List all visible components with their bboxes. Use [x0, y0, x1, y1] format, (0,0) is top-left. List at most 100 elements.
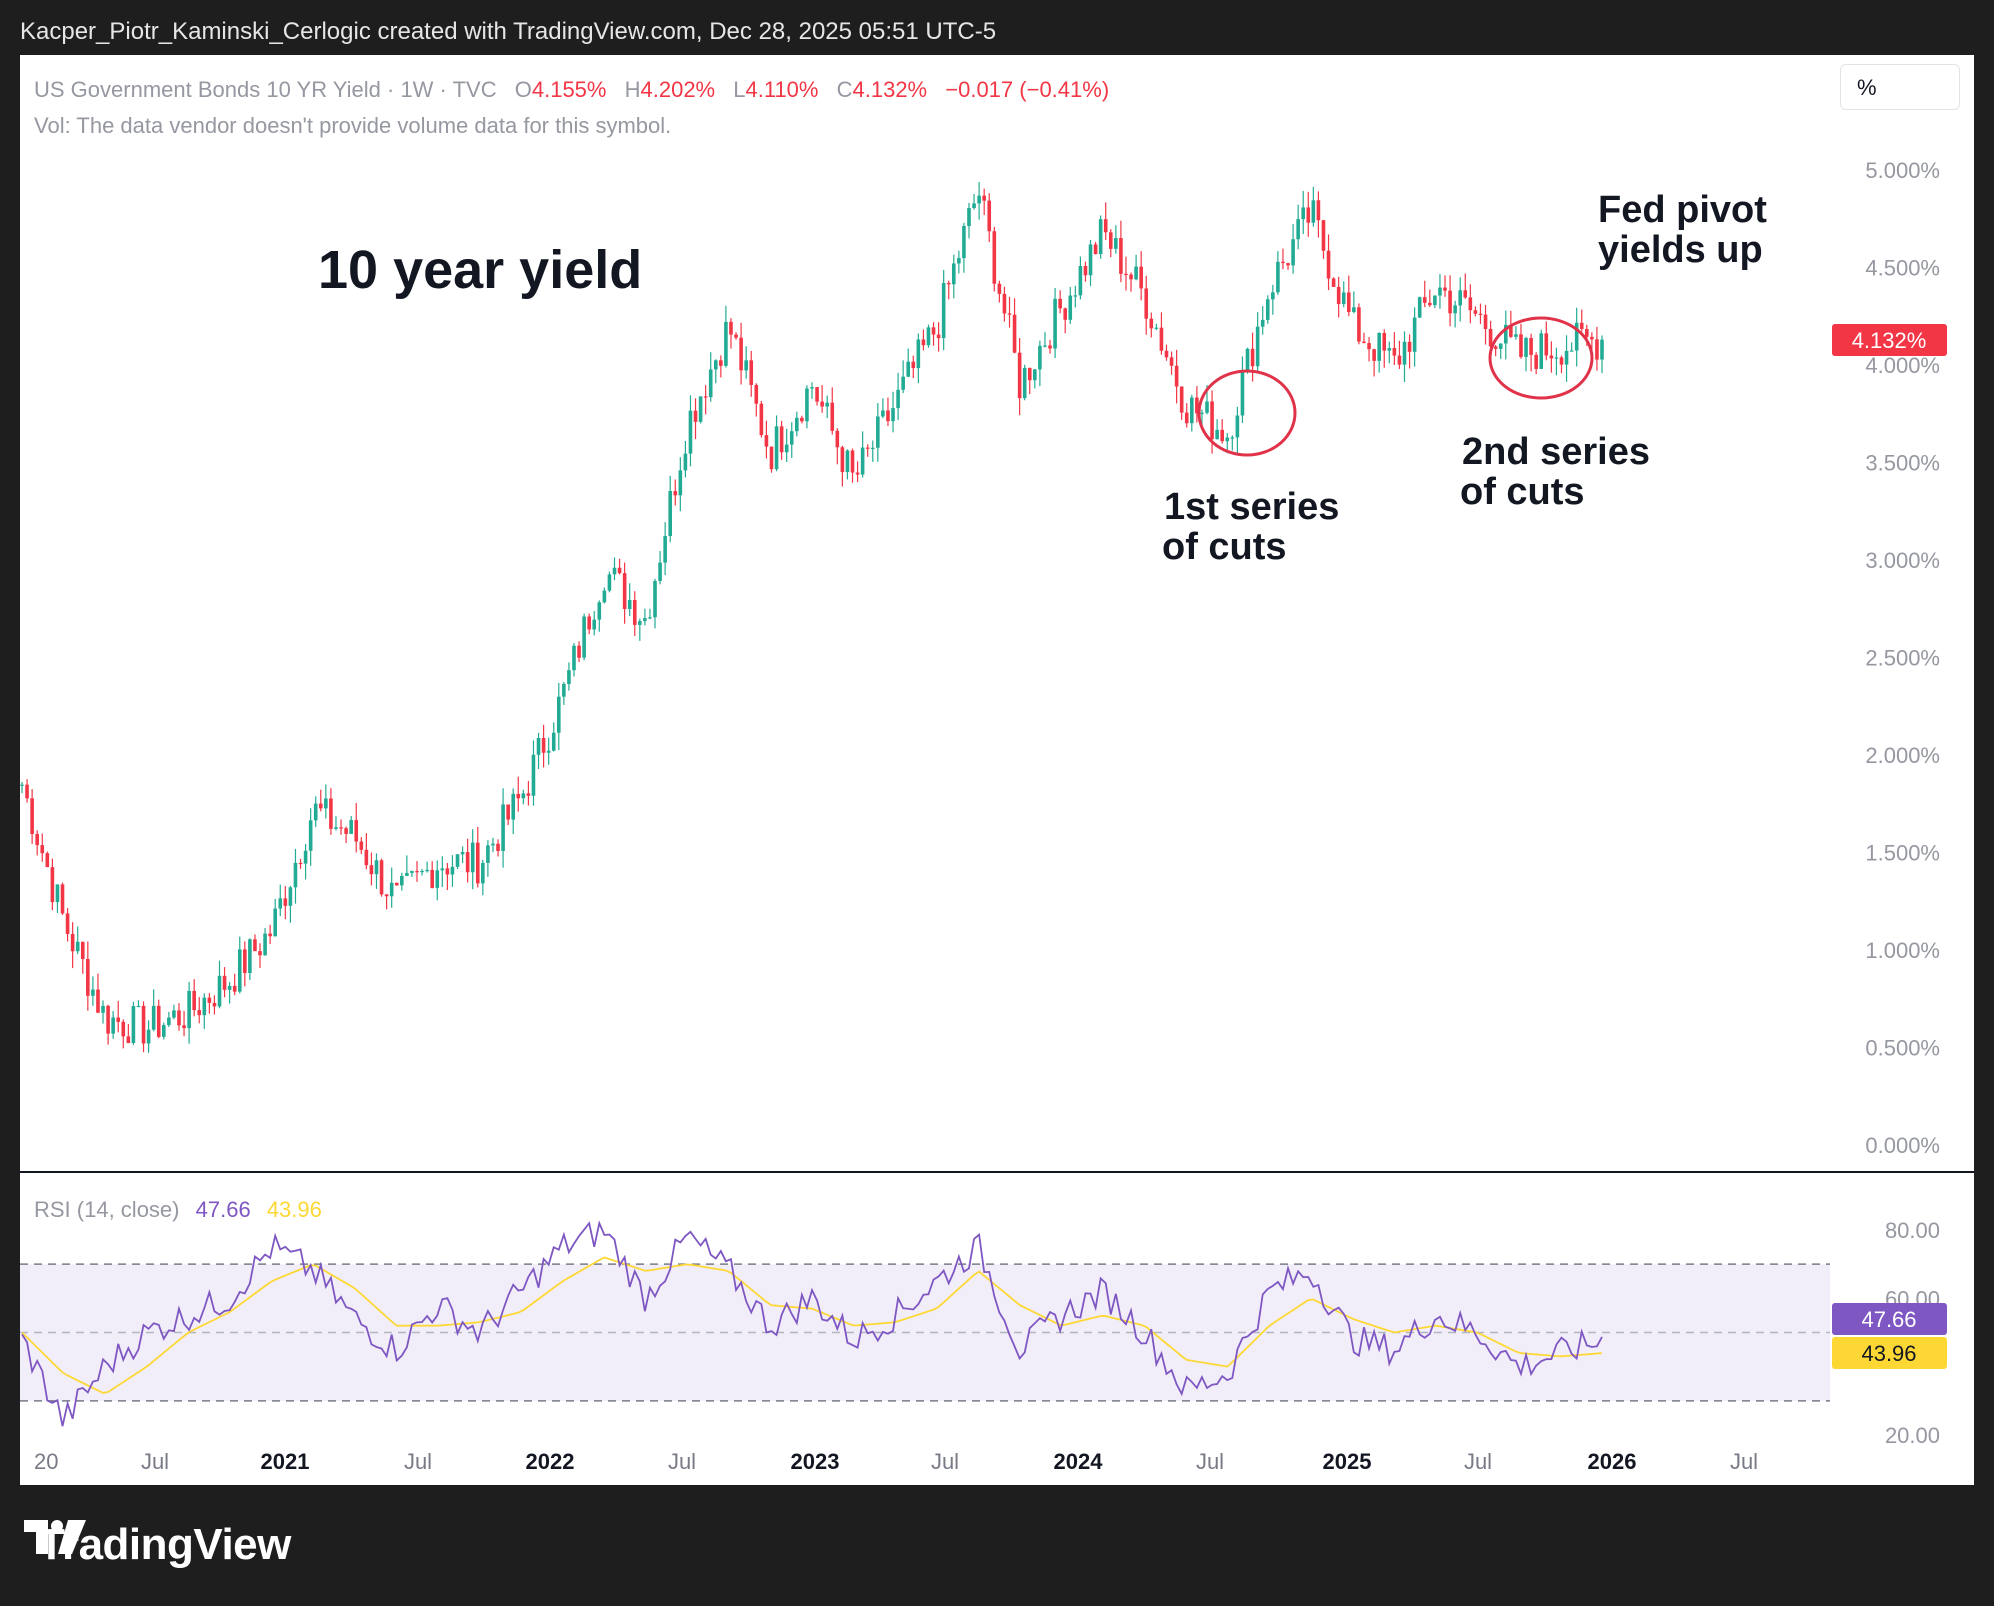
annotation-cuts1-line1: 1st series [1164, 486, 1339, 528]
candle-body [729, 321, 733, 335]
candle-body [1503, 324, 1508, 344]
candle-body [1519, 334, 1523, 357]
candle-body [1488, 328, 1493, 347]
x-axis-tick: 2023 [791, 1449, 840, 1474]
candle-body [1058, 298, 1062, 309]
x-axis-tick: Jul [668, 1449, 696, 1474]
candle-body [460, 852, 465, 855]
candle-body [815, 387, 819, 402]
candle-body [1098, 219, 1103, 255]
candle-body [1534, 354, 1538, 369]
candle-body [1255, 326, 1260, 367]
candle-body [1529, 337, 1533, 355]
candle-body [546, 750, 551, 753]
candle-body [1387, 348, 1392, 351]
candle-body [298, 862, 303, 865]
candle-body [541, 738, 546, 753]
candle-body [556, 696, 561, 733]
candle-body [688, 410, 693, 454]
candle-body [713, 360, 718, 370]
candle-body [567, 670, 571, 684]
price-axis-tick: 2.500% [1865, 646, 1940, 671]
candle-body [901, 376, 905, 390]
candle-body [724, 321, 728, 366]
candle-body [1326, 250, 1331, 279]
candle-body [410, 871, 414, 873]
candle-body [192, 990, 196, 1011]
candle-body [202, 997, 207, 1016]
annotation-cuts2-line2: of cuts [1460, 471, 1585, 513]
candle-body [1022, 367, 1027, 399]
candle-body [1245, 348, 1250, 372]
candle-body [217, 975, 222, 1007]
candle-body [35, 833, 39, 846]
candle-body [946, 282, 951, 285]
chart-frame[interactable]: 0.000% 0.500% 1.000% 1.500% 2.000% 2.500% 3.00… [20, 55, 1974, 1485]
x-axis-tick: 2022 [526, 1449, 575, 1474]
candle-body [572, 645, 576, 671]
candle-body [597, 602, 602, 620]
candle-body [562, 683, 566, 697]
candle-body [146, 1029, 151, 1044]
candle-body [1083, 266, 1088, 276]
candle-body [526, 793, 531, 796]
candle-body [1265, 299, 1270, 320]
candle-body [75, 941, 80, 952]
candle-body [1093, 244, 1098, 255]
x-axis-tick: 2025 [1323, 1449, 1372, 1474]
candle-body [521, 793, 526, 799]
candle-body [951, 263, 956, 285]
cuts2-circle [1488, 316, 1594, 400]
unit-toggle-button[interactable]: % [1840, 64, 1960, 110]
chart-canvas[interactable]: 0.000% 0.500% 1.000% 1.500% 2.000% 2.500% 3.00… [20, 55, 1974, 1485]
price-axis-tick: 1.500% [1865, 841, 1940, 866]
candle-body [248, 939, 252, 973]
candle-body [369, 865, 374, 875]
candle-layer [20, 181, 1604, 1053]
candle-body [1595, 339, 1599, 360]
candle-body [840, 447, 845, 473]
candle-body [161, 1025, 166, 1037]
x-axis-tick: Jul [1730, 1449, 1758, 1474]
candle-body [936, 334, 941, 339]
legend-h-value: 4.202% [641, 77, 716, 102]
candle-body [1154, 327, 1159, 329]
candle-body [860, 447, 865, 475]
candle-body [1068, 295, 1073, 320]
candle-body [1012, 314, 1017, 353]
candle-body [501, 804, 505, 851]
x-axis-tick: 2026 [1588, 1449, 1637, 1474]
rsi-line [21, 1220, 1603, 1427]
rsi-axis-tick: 20.00 [1885, 1423, 1940, 1448]
rsi-ma-badge-text: 43.96 [1861, 1341, 1916, 1366]
candle-body [800, 417, 804, 422]
candle-body [1453, 305, 1457, 314]
candle-body [45, 853, 50, 868]
candle-body [795, 417, 799, 432]
price-axis-tick: 4.000% [1865, 353, 1940, 378]
candle-body [1579, 322, 1584, 330]
candle-body [891, 408, 895, 422]
candle-body [1331, 278, 1336, 287]
candle-body [470, 842, 475, 873]
candle-body [1017, 352, 1022, 399]
candle-body [987, 200, 992, 232]
candle-body [865, 447, 870, 449]
candle-body [389, 882, 394, 897]
price-axis-tick: 0.000% [1865, 1133, 1940, 1158]
attribution-text: Kacper_Piotr_Kaminski_Cerlogic created w… [20, 18, 997, 45]
candle-body [1235, 415, 1240, 438]
rsi-legend-value: 47.66 [196, 1197, 251, 1222]
legend-c-label: C [837, 77, 853, 102]
candle-body [25, 784, 29, 799]
candle-body [1088, 244, 1093, 276]
candle-body [1159, 327, 1164, 351]
candle-body [344, 828, 348, 834]
candle-body [769, 446, 774, 470]
legend-change: −0.017 (−0.41%) [945, 77, 1109, 102]
candle-body [1473, 310, 1478, 314]
candle-body [1392, 348, 1397, 356]
candle-body [1574, 322, 1579, 351]
candle-body [1108, 232, 1113, 249]
candle-body [1119, 238, 1123, 274]
